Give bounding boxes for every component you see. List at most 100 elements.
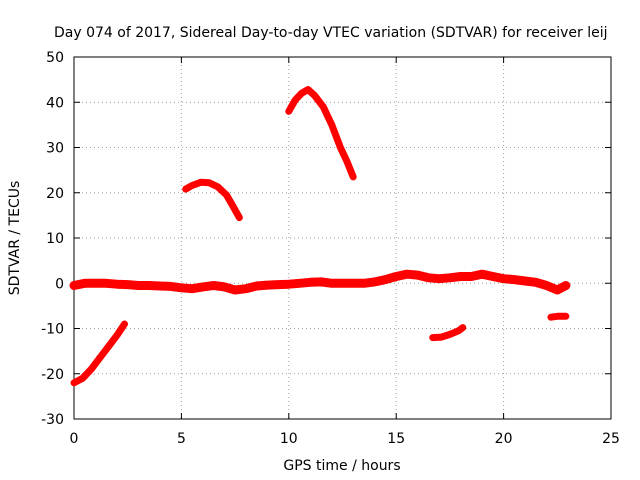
grid xyxy=(74,57,611,419)
data-point xyxy=(189,285,196,292)
data-point xyxy=(253,283,260,289)
data-point xyxy=(543,282,550,289)
y-tick-label: 0 xyxy=(55,276,64,292)
data-point xyxy=(232,287,239,293)
data-point xyxy=(318,278,324,285)
data-point xyxy=(156,283,163,289)
data-point xyxy=(121,321,128,327)
data-point xyxy=(328,121,335,128)
data-point xyxy=(438,334,445,341)
data-point xyxy=(350,280,357,287)
data-point xyxy=(296,280,303,287)
data-point xyxy=(135,282,142,289)
data-point xyxy=(459,324,466,331)
data-point xyxy=(382,276,389,283)
y-tick-label: 40 xyxy=(46,95,64,111)
data-point xyxy=(328,280,335,287)
data-point xyxy=(371,278,378,285)
x-tick-label: 5 xyxy=(177,431,186,447)
data-point xyxy=(414,272,421,279)
data-point xyxy=(81,280,88,287)
data-point xyxy=(189,182,196,189)
x-tick-label: 20 xyxy=(495,431,513,447)
data-point xyxy=(532,279,539,286)
data-point xyxy=(96,354,103,361)
data-point xyxy=(71,379,77,386)
data-point xyxy=(361,280,367,287)
data-point xyxy=(425,274,432,281)
data-point xyxy=(264,282,271,289)
data-point xyxy=(105,343,112,350)
data-point xyxy=(298,90,305,97)
x-tick-label: 0 xyxy=(70,431,79,447)
data-point xyxy=(455,327,462,334)
data-point xyxy=(199,283,206,290)
data-point xyxy=(206,179,213,186)
data-point xyxy=(562,282,569,289)
data-point xyxy=(479,271,486,278)
data-point xyxy=(214,183,221,190)
data-point xyxy=(114,281,120,288)
data-point xyxy=(511,276,518,283)
data-point xyxy=(103,280,110,287)
data-point xyxy=(337,144,344,151)
data-point xyxy=(210,282,217,289)
data-point xyxy=(124,281,131,288)
data-point xyxy=(547,314,554,321)
data-point xyxy=(320,103,327,110)
data-point xyxy=(292,97,299,103)
data-point xyxy=(554,313,561,320)
data-point xyxy=(343,158,350,165)
data-series xyxy=(69,86,571,387)
data-point xyxy=(197,179,204,186)
data-point xyxy=(562,313,569,320)
data-point xyxy=(500,275,507,282)
data-point xyxy=(339,280,346,287)
x-tick-label: 10 xyxy=(280,431,298,447)
axis-ticks: 0 5 10 15 20 25 -30 -20 -10 0 10 20 30 40 50 xyxy=(41,50,620,447)
series-arc-3 xyxy=(285,86,357,181)
data-point xyxy=(457,273,464,280)
data-point xyxy=(393,273,400,280)
data-point xyxy=(311,92,318,99)
y-tick-label: -20 xyxy=(41,367,64,383)
data-point xyxy=(242,285,249,292)
data-point xyxy=(178,284,185,291)
data-point xyxy=(71,282,77,289)
x-tick-label: 15 xyxy=(387,431,405,447)
data-point xyxy=(146,282,153,289)
data-point xyxy=(182,186,189,193)
chart-title: Day 074 of 2017, Sidereal Day-to-day VTE… xyxy=(54,25,608,41)
data-point xyxy=(446,331,453,338)
data-point xyxy=(489,273,496,280)
data-point xyxy=(88,366,95,373)
data-point xyxy=(236,214,243,221)
y-tick-label: 30 xyxy=(46,141,64,157)
data-point xyxy=(446,274,453,281)
data-point xyxy=(403,271,410,278)
data-point xyxy=(285,108,292,115)
data-point xyxy=(230,203,236,210)
data-point xyxy=(522,278,529,284)
y-tick-label: -30 xyxy=(41,412,64,428)
data-point xyxy=(429,334,436,341)
data-point xyxy=(167,283,174,290)
x-axis-label: GPS time / hours xyxy=(283,458,400,474)
y-axis-label: SDTVAR / TECUs xyxy=(7,181,23,296)
y-tick-label: 10 xyxy=(46,231,64,247)
data-point xyxy=(79,375,86,382)
data-point xyxy=(275,281,282,288)
data-point xyxy=(221,283,228,290)
y-tick-label: 20 xyxy=(46,186,64,202)
data-point xyxy=(436,275,443,282)
y-tick-label: 50 xyxy=(46,50,64,66)
data-point xyxy=(223,192,230,198)
data-point xyxy=(305,86,312,93)
data-point xyxy=(114,332,120,339)
y-tick-label: -10 xyxy=(41,322,64,338)
data-point xyxy=(468,273,475,280)
data-point xyxy=(307,279,314,286)
data-point xyxy=(285,281,292,288)
data-point xyxy=(350,173,357,180)
